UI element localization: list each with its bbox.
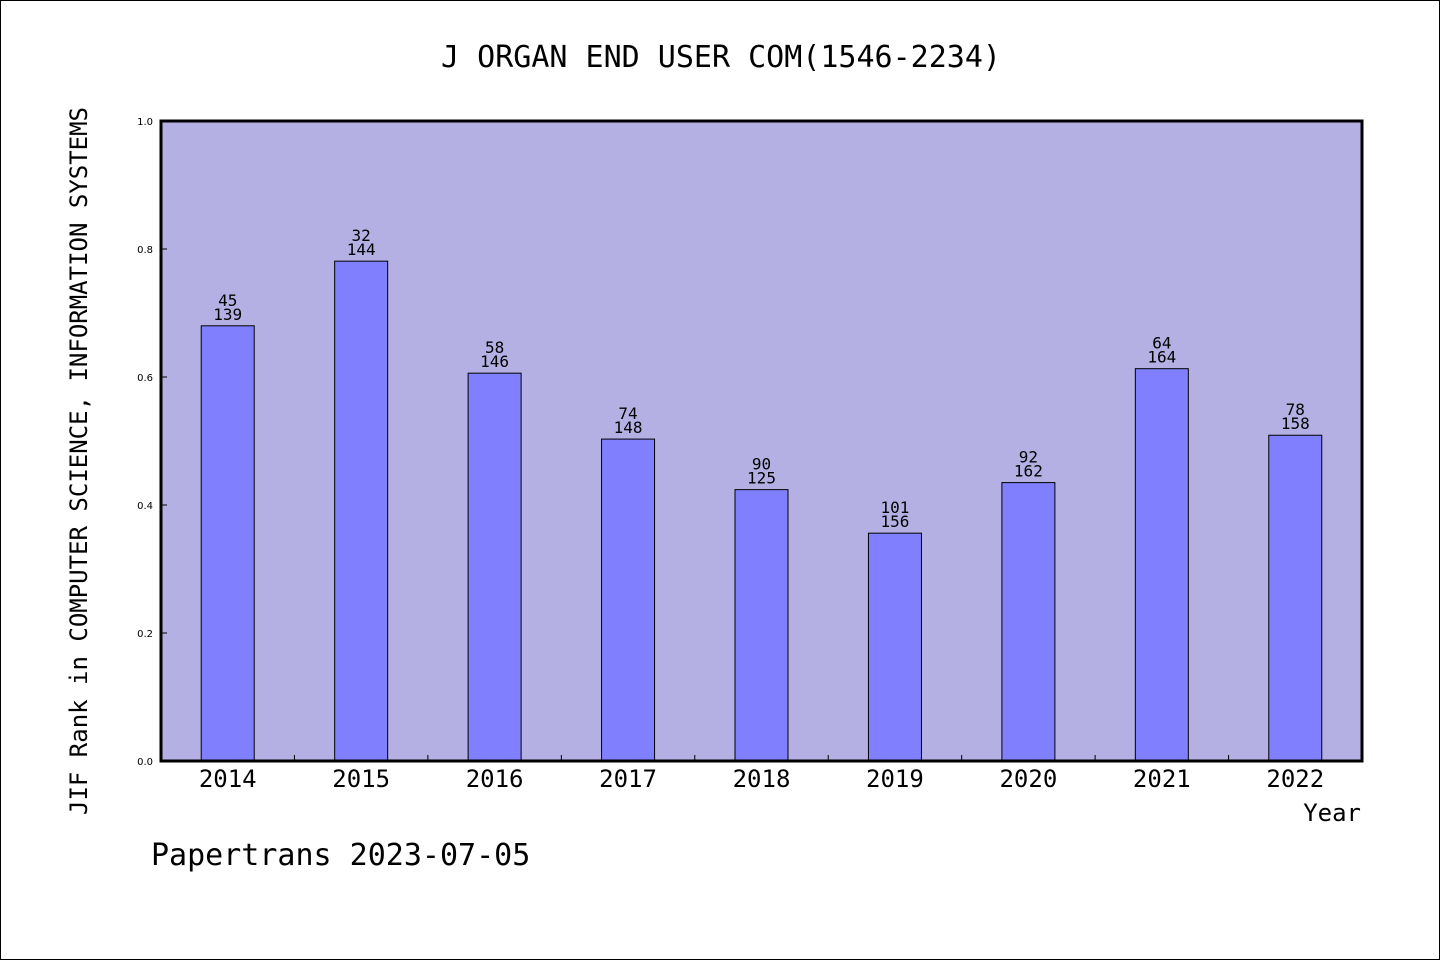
data-label-total-2015: 144 bbox=[347, 240, 376, 259]
y-tick-label-0.0: 0.0 bbox=[137, 757, 153, 768]
x-tick-label-2017: 2017 bbox=[599, 765, 657, 793]
x-tick-label-2021: 2021 bbox=[1133, 765, 1191, 793]
data-label-rank-2021: 64 bbox=[1152, 334, 1171, 353]
plot-border bbox=[159, 119, 1364, 763]
data-label-rank-2014: 45 bbox=[218, 291, 237, 310]
footer-credit: Papertrans 2023-07-05 bbox=[151, 838, 530, 873]
data-label-total-2019: 156 bbox=[880, 512, 909, 531]
data-label-rank-2022: 78 bbox=[1286, 400, 1305, 419]
data-label-total-2017: 148 bbox=[614, 418, 643, 437]
bar-2015 bbox=[334, 260, 389, 762]
x-tick-label-2016: 2016 bbox=[466, 765, 524, 793]
bar-2019 bbox=[867, 532, 922, 762]
bar-2018 bbox=[734, 489, 789, 762]
chart-title: J ORGAN END USER COM(1546-2234) bbox=[441, 40, 1001, 75]
data-label-total-2021: 164 bbox=[1147, 348, 1176, 367]
data-label-rank-2019: 101 bbox=[880, 498, 909, 517]
x-tick-label-2020: 2020 bbox=[999, 765, 1057, 793]
y-axis-label: JIF Rank in COMPUTER SCIENCE, INFORMATIO… bbox=[65, 107, 93, 815]
x-tick-label-2022: 2022 bbox=[1266, 765, 1324, 793]
data-label-rank-2018: 90 bbox=[752, 455, 771, 474]
bar-2017 bbox=[601, 438, 656, 762]
bar-2022 bbox=[1268, 434, 1323, 762]
x-axis-label: Year bbox=[1303, 799, 1361, 827]
x-tick-label-2018: 2018 bbox=[733, 765, 791, 793]
x-tick-label-2014: 2014 bbox=[199, 765, 257, 793]
y-tick-label-0.2: 0.2 bbox=[137, 629, 153, 640]
data-label-total-2016: 146 bbox=[480, 352, 509, 371]
data-label-rank-2015: 32 bbox=[352, 226, 371, 245]
bar-2016 bbox=[467, 372, 522, 762]
y-tick-label-1.0: 1.0 bbox=[137, 117, 153, 128]
y-tick-label-0.6: 0.6 bbox=[137, 373, 153, 384]
y-tick-label-0.4: 0.4 bbox=[137, 501, 153, 512]
bar-2014 bbox=[200, 325, 255, 762]
axis-ticks-group: 2014 2015 2016 2017 2018 2019 2020 2021 2022 0.0 0… bbox=[137, 117, 1324, 793]
bar-2021 bbox=[1134, 368, 1189, 762]
bar-2020 bbox=[1001, 482, 1056, 762]
data-label-rank-2016: 58 bbox=[485, 338, 504, 357]
y-tick-label-0.8: 0.8 bbox=[137, 245, 153, 256]
data-label-rank-2020: 92 bbox=[1019, 448, 1038, 467]
data-label-rank-2017: 74 bbox=[618, 404, 637, 423]
data-label-total-2022: 158 bbox=[1281, 414, 1310, 433]
data-label-total-2018: 125 bbox=[747, 469, 776, 488]
x-tick-label-2015: 2015 bbox=[332, 765, 390, 793]
x-tick-label-2019: 2019 bbox=[866, 765, 924, 793]
data-label-total-2014: 139 bbox=[213, 305, 242, 324]
data-label-total-2020: 162 bbox=[1014, 462, 1043, 481]
